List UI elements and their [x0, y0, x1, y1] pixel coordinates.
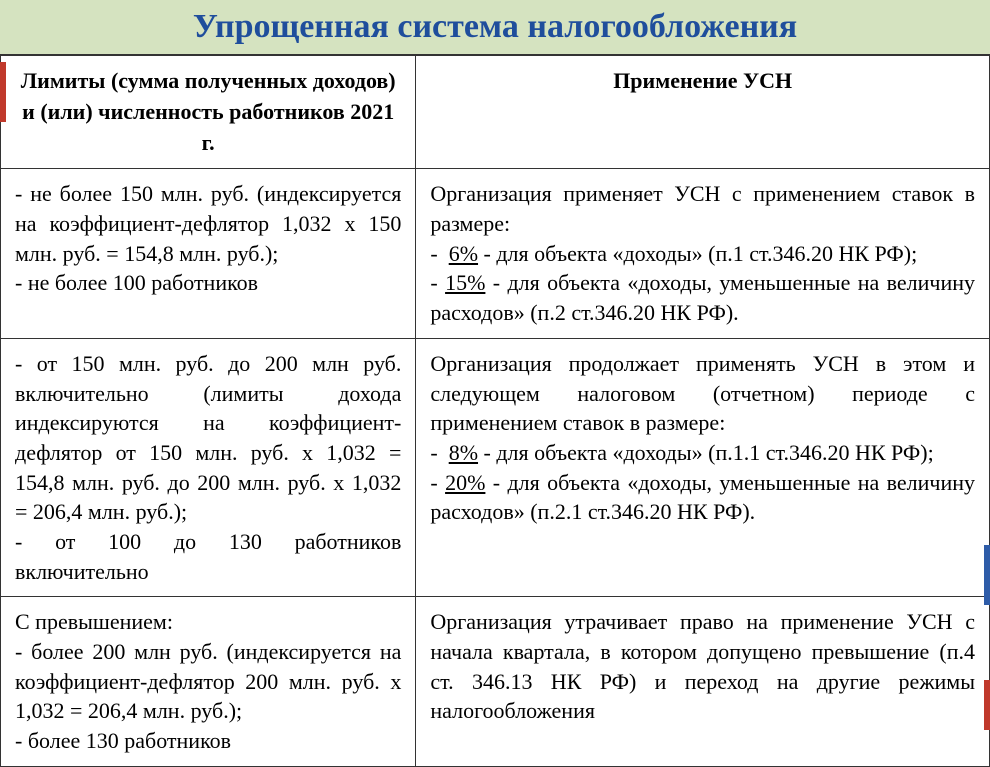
- rate-text: - для объекта «доходы, уменьшенные на ве…: [430, 270, 975, 325]
- accent-bar-right-blue: [984, 545, 990, 605]
- header-right: Применение УСН: [416, 56, 990, 169]
- cell-application-1: Организация применяет УСН с применением …: [416, 169, 990, 338]
- rate-line: - 20% - для объекта «доходы, уменьшенные…: [430, 468, 975, 527]
- table-row: С превышением: - более 200 млн руб. (инд…: [1, 597, 990, 766]
- rate-text: - для объекта «доходы, уменьшенные на ве…: [430, 470, 975, 525]
- cell-limits-2: - от 150 млн. руб. до 200 млн руб. включ…: [1, 338, 416, 597]
- text-line: - более 130 работников: [15, 726, 401, 756]
- rate-line: - 6% - для объекта «доходы» (п.1 ст.346.…: [430, 239, 975, 269]
- accent-bar-left: [0, 62, 6, 122]
- text-line: Организация применяет УСН с применением …: [430, 179, 975, 238]
- rate-value: 8%: [449, 440, 478, 465]
- table-header-row: Лимиты (сумма полученных доходов) и (или…: [1, 56, 990, 169]
- text-line: Организация утрачивает право на применен…: [430, 607, 975, 726]
- header-left: Лимиты (сумма полученных доходов) и (или…: [1, 56, 416, 169]
- text-line: - более 200 млн руб. (индексируется на к…: [15, 637, 401, 726]
- table-row: - от 150 млн. руб. до 200 млн руб. включ…: [1, 338, 990, 597]
- page-title: Упрощенная система налогообложения: [193, 8, 797, 45]
- cell-application-3: Организация утрачивает право на применен…: [416, 597, 990, 766]
- rate-value: 6%: [449, 241, 478, 266]
- rate-text: - для объекта «доходы» (п.1.1 ст.346.20 …: [478, 440, 934, 465]
- text-line: - не более 150 млн. руб. (индексируется …: [15, 179, 401, 268]
- tax-table: Лимиты (сумма полученных доходов) и (или…: [0, 55, 990, 767]
- cell-application-2: Организация продолжает применять УСН в э…: [416, 338, 990, 597]
- text-line: С превышением:: [15, 607, 401, 637]
- cell-limits-3: С превышением: - более 200 млн руб. (инд…: [1, 597, 416, 766]
- title-bar: Упрощенная система налогообложения: [0, 0, 990, 55]
- text-line: - от 150 млн. руб. до 200 млн руб. включ…: [15, 349, 401, 527]
- text-line: - не более 100 работников: [15, 268, 401, 298]
- cell-limits-1: - не более 150 млн. руб. (индексируется …: [1, 169, 416, 338]
- rate-line: - 15% - для объекта «доходы, уменьшенные…: [430, 268, 975, 327]
- text-line: - от 100 до 130 работников включительно: [15, 527, 401, 586]
- rate-value: 20%: [445, 470, 485, 495]
- text-line: Организация продолжает применять УСН в э…: [430, 349, 975, 438]
- rate-text: - для объекта «доходы» (п.1 ст.346.20 НК…: [478, 241, 917, 266]
- rate-line: - 8% - для объекта «доходы» (п.1.1 ст.34…: [430, 438, 975, 468]
- table-row: - не более 150 млн. руб. (индексируется …: [1, 169, 990, 338]
- rate-value: 15%: [445, 270, 485, 295]
- accent-bar-right-red: [984, 680, 990, 730]
